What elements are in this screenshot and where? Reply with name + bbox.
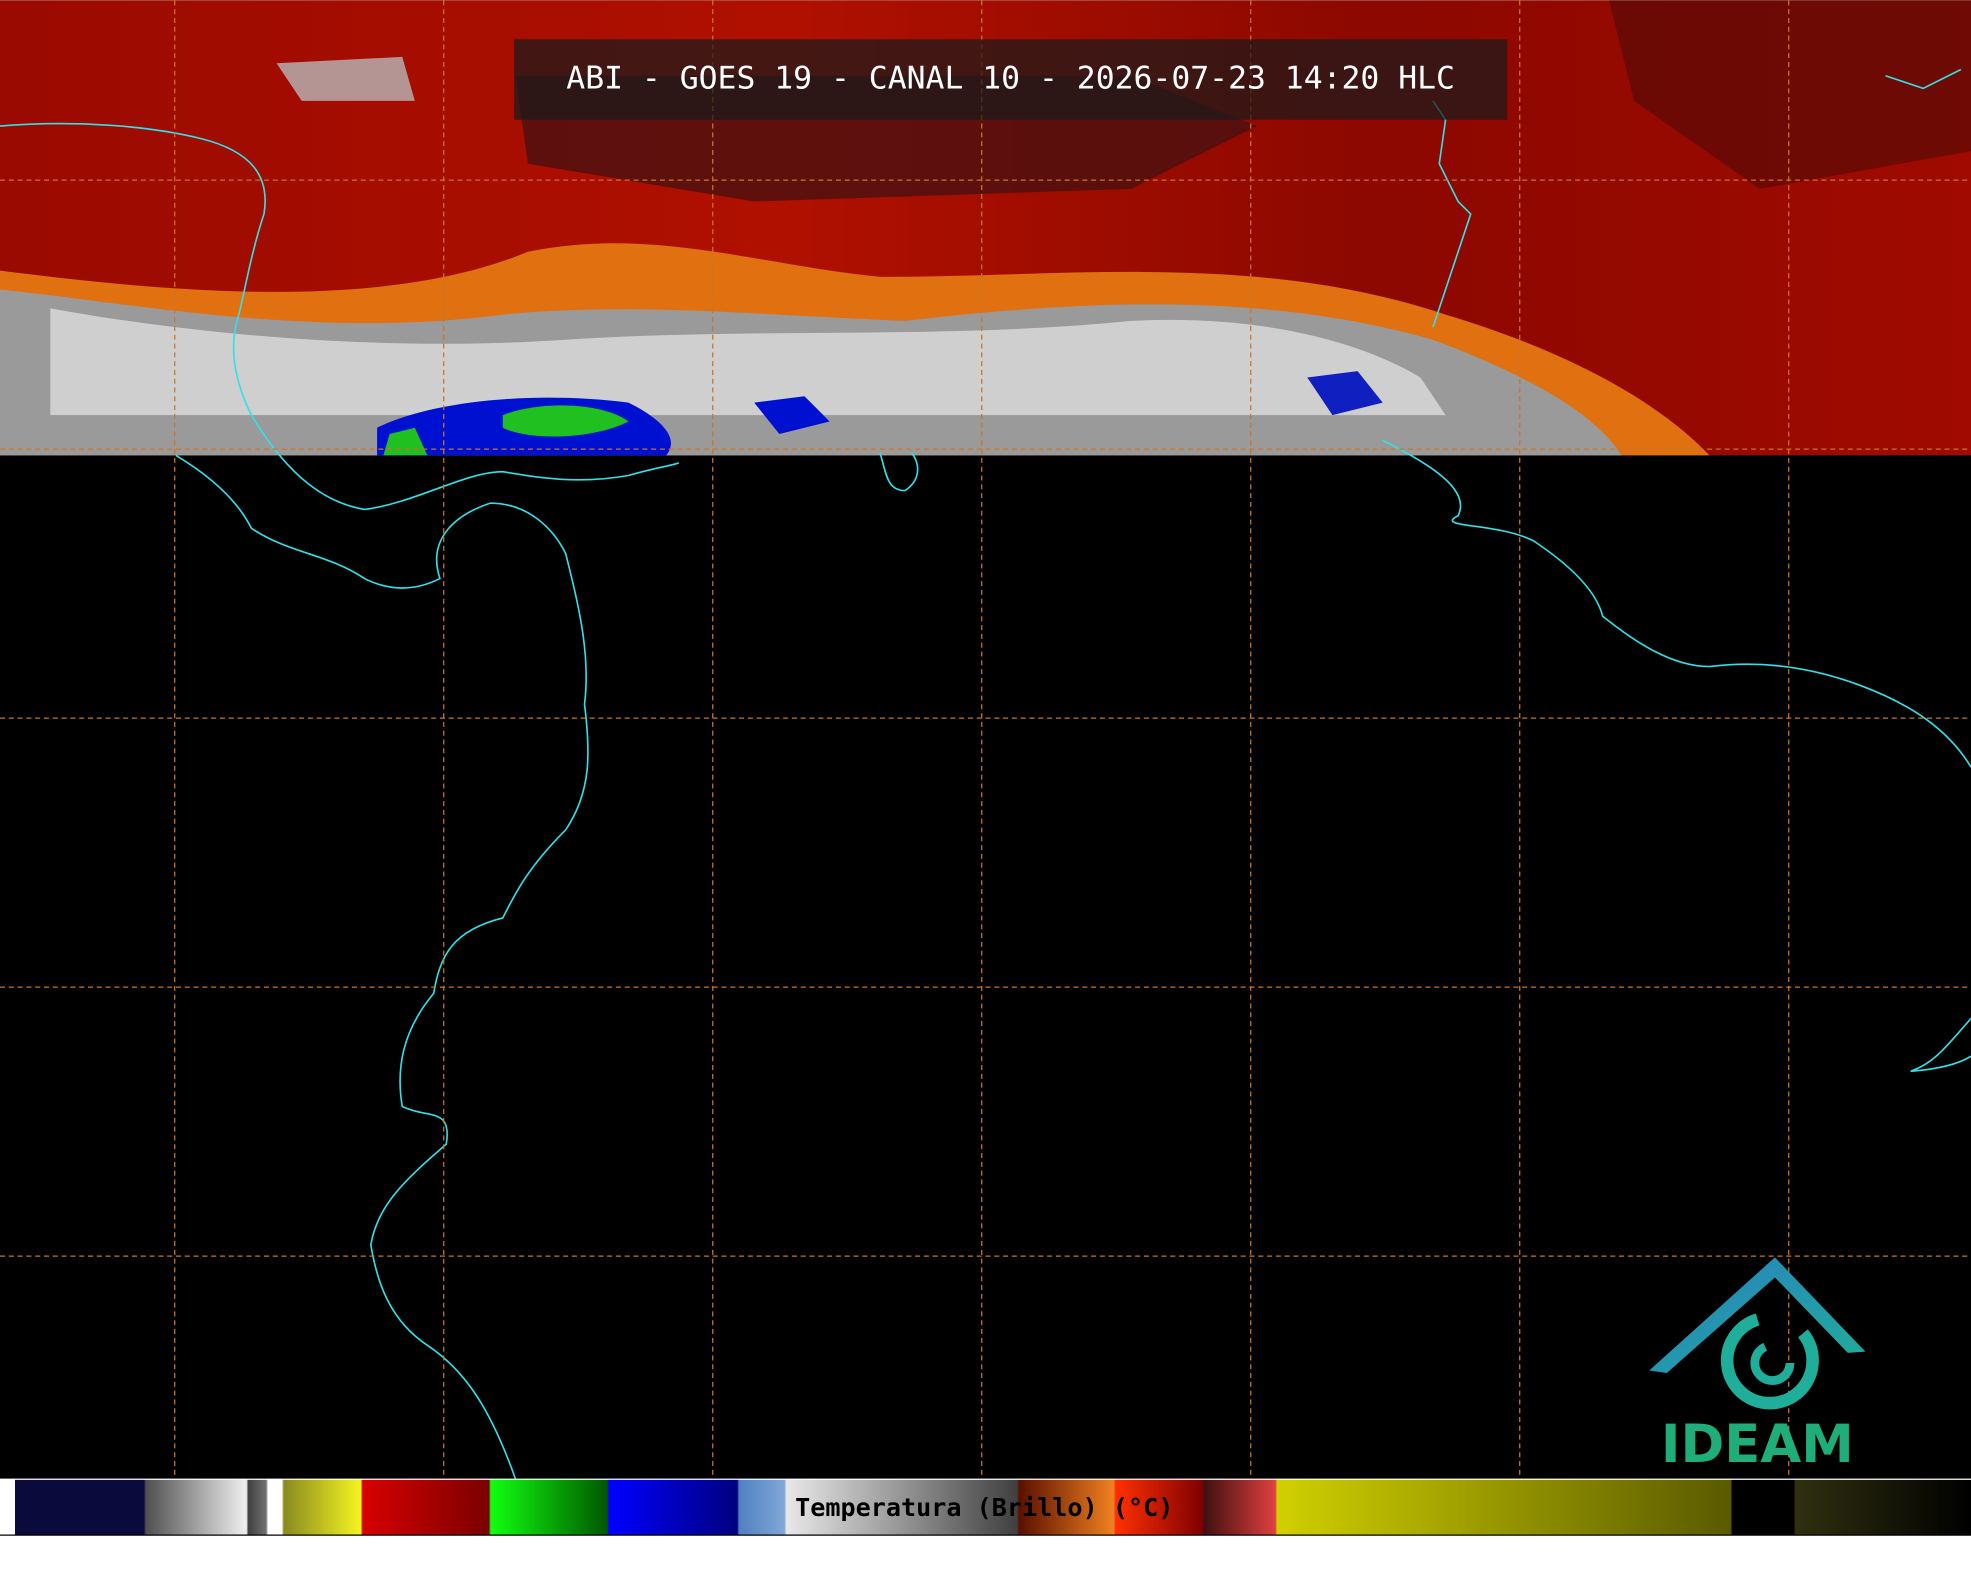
ideam-logo: IDEAM — [1649, 1257, 1866, 1475]
colorbar-gradient — [0, 1479, 1971, 1536]
logo-roof — [1649, 1257, 1866, 1374]
satellite-imagery — [0, 0, 1971, 456]
title-box: ABI - GOES 19 - CANAL 10 - 2026-07-23 14… — [514, 39, 1508, 120]
title-background — [514, 39, 1508, 120]
logo-text: IDEAM — [1661, 1414, 1854, 1475]
image-title: ABI - GOES 19 - CANAL 10 - 2026-07-23 14… — [566, 61, 1455, 97]
logo-swirl — [1720, 1311, 1819, 1410]
colorbar-label: Temperatura (Brillo) (°C) — [795, 1493, 1173, 1522]
coastlines — [0, 68, 1971, 1479]
logo-swirl-inner — [1750, 1340, 1795, 1385]
graticule — [0, 0, 1971, 1479]
colorbar: Temperatura (Brillo) (°C) — [0, 1479, 1971, 1536]
